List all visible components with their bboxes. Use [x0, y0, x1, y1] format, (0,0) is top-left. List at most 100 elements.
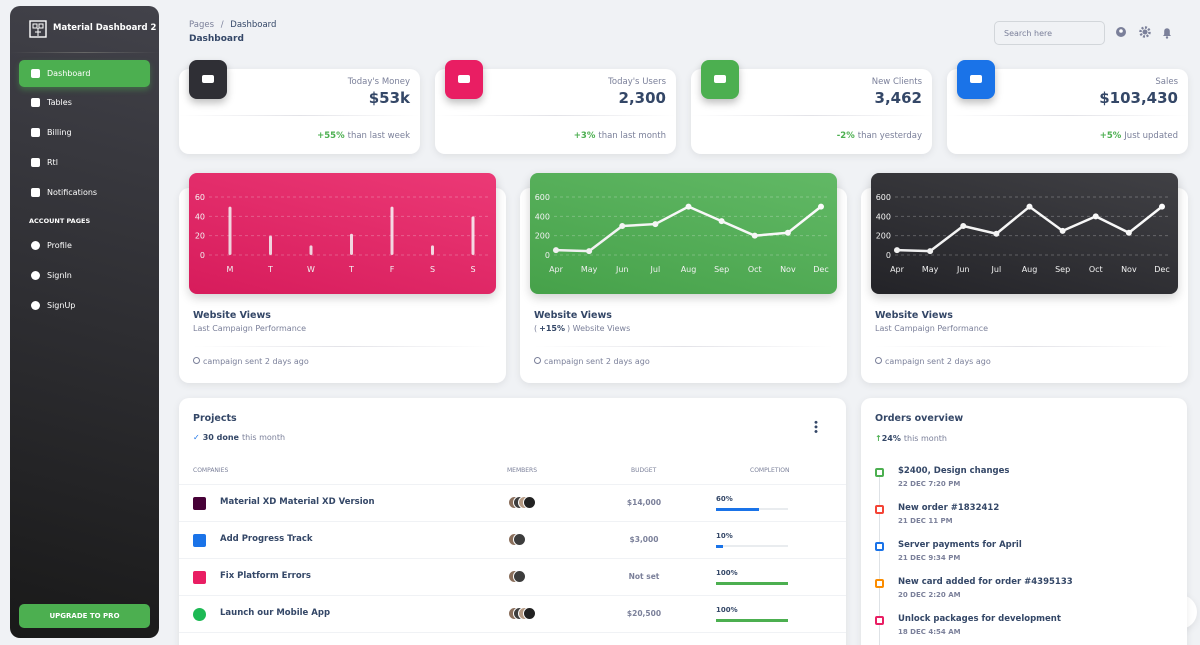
timeline-item[interactable]: Server payments for April 21 DEC 9:34 PM [861, 539, 1187, 569]
y-tick-label: 0 [886, 251, 891, 260]
project-row[interactable]: Launch our Mobile App $20,500 100% [179, 596, 846, 633]
nav-item[interactable]: Tables [19, 89, 150, 116]
point [1125, 229, 1132, 236]
bar [228, 206, 232, 255]
bar [269, 235, 272, 255]
account-icon[interactable] [1116, 27, 1126, 37]
x-tick-label: Sep [1055, 265, 1070, 274]
x-tick-label: Nov [1121, 265, 1137, 274]
settings-icon[interactable] [1139, 26, 1151, 38]
divider [179, 115, 420, 116]
arrow-icon: ↑ [875, 434, 882, 443]
menu-button[interactable] [813, 420, 819, 434]
nav-icon [31, 128, 40, 137]
stat-footer: +55% than last week [317, 131, 410, 141]
stat-change: +5% [1099, 131, 1122, 141]
y-tick-label: 400 [876, 212, 891, 221]
x-tick-label: M [227, 265, 234, 274]
project-row[interactable]: Add Progress Track $3,000 10% [179, 522, 846, 559]
stat-footer: +5% Just updated [1100, 131, 1178, 141]
chart-title: Website Views [534, 310, 612, 321]
footer-text: campaign sent 2 days ago [544, 357, 650, 366]
orders-summary: ↑24% this month [875, 434, 947, 443]
budget: $20,500 [626, 609, 662, 618]
company-logo [193, 608, 206, 621]
project-name: Material XD Material XD Version [220, 497, 375, 507]
upgrade-button[interactable]: UPGRADE TO PRO [19, 604, 150, 628]
completion-label: 100% [716, 606, 738, 614]
stat-change: +3% [573, 131, 596, 141]
x-tick-label: T [267, 265, 273, 274]
bar [471, 216, 475, 255]
nav-label: SignIn [47, 271, 72, 280]
nav-item[interactable]: Rtl [19, 149, 150, 176]
stat-icon-glyph [458, 75, 470, 83]
stat-value: 2,300 [618, 89, 666, 107]
timeline-item[interactable]: New card added for order #4395133 20 DEC … [861, 576, 1187, 606]
point [818, 203, 824, 210]
stat-value: 3,462 [874, 89, 922, 107]
stat-note: than yesterday [857, 131, 922, 141]
brand-logo [29, 20, 47, 38]
clock-icon [193, 357, 200, 364]
project-row[interactable]: Fix Platform Errors Not set 100% [179, 559, 846, 596]
nav-label: Billing [47, 128, 72, 137]
x-tick-label: Nov [780, 265, 796, 274]
stat-change: +55% [317, 131, 345, 141]
divider [193, 346, 492, 347]
footer-text: campaign sent 2 days ago [203, 357, 309, 366]
notifications-icon[interactable] [1163, 28, 1171, 39]
nav-item[interactable]: SignIn [19, 262, 150, 289]
stat-card: New Clients 3,462 -2% than yesterday [691, 60, 932, 154]
nav-item[interactable]: SignUp [19, 292, 150, 319]
nav-item[interactable]: Dashboard [19, 60, 150, 87]
y-tick-label: 600 [876, 193, 891, 202]
divider [947, 115, 1188, 116]
stat-card: Today's Money $53k +55% than last week [179, 60, 420, 154]
x-tick-label: S [430, 265, 435, 274]
search-input[interactable]: Search here [994, 21, 1105, 45]
nav-item[interactable]: Billing [19, 119, 150, 146]
bar [350, 233, 353, 255]
orders-change: 24% [881, 434, 901, 443]
column-header: COMPANIES [193, 467, 229, 474]
chart: 0 200 400 600 Apr May Jun Jul Aug Sep Oct Nov Dec [535, 193, 830, 274]
footer-text: campaign sent 2 days ago [885, 357, 991, 366]
chart-footer: campaign sent 2 days ago [875, 357, 991, 366]
company-logo [193, 571, 206, 584]
x-tick-label: Dec [1154, 265, 1169, 274]
order-title: $2400, Design changes [898, 466, 1010, 476]
timeline-item[interactable]: New order #1832412 21 DEC 11 PM [861, 502, 1187, 532]
line [896, 205, 1163, 253]
y-tick-label: 60 [195, 193, 205, 202]
x-tick-label: Jul [991, 265, 1002, 274]
chart-subtitle: Last Campaign Performance [875, 324, 990, 333]
x-tick-label: Oct [1089, 265, 1103, 274]
company-logo [193, 534, 206, 547]
x-tick-label: Oct [748, 265, 762, 274]
completion-label: 60% [716, 495, 733, 503]
bar [390, 206, 394, 255]
x-tick-label: Apr [549, 265, 564, 274]
member-avatar[interactable] [513, 533, 526, 546]
member-avatar[interactable] [523, 496, 536, 509]
nav-item[interactable]: Notifications [19, 179, 150, 206]
y-tick-label: 600 [535, 193, 550, 202]
timeline-item[interactable]: Unlock packages for development 18 DEC 4:… [861, 613, 1187, 643]
stat-value: $103,430 [1099, 89, 1178, 107]
crumb[interactable]: Pages [189, 20, 215, 30]
member-avatar[interactable] [513, 570, 526, 583]
line [555, 205, 822, 253]
project-row[interactable]: Material XD Material XD Version $14,000 60… [179, 485, 846, 522]
chart-card: 0 200 400 600 Apr May Jun Jul Aug Sep Oct Nov Dec Web… [861, 173, 1188, 383]
nav-item[interactable]: Profile [19, 232, 150, 259]
chart-card: 0 20 40 60 M T W T F S S Website Views Last Campaign… [179, 173, 506, 383]
point [784, 229, 791, 236]
timeline-item[interactable]: $2400, Design changes 22 DEC 7:20 PM [861, 465, 1187, 495]
chart-card: 0 200 400 600 Apr May Jun Jul Aug Sep Oct Nov Dec Web… [520, 173, 847, 383]
company-logo [193, 497, 206, 510]
orders-title: Orders overview [875, 413, 964, 424]
bar [431, 245, 434, 255]
member-avatar[interactable] [523, 607, 536, 620]
stat-footer: +3% than last month [574, 131, 666, 141]
